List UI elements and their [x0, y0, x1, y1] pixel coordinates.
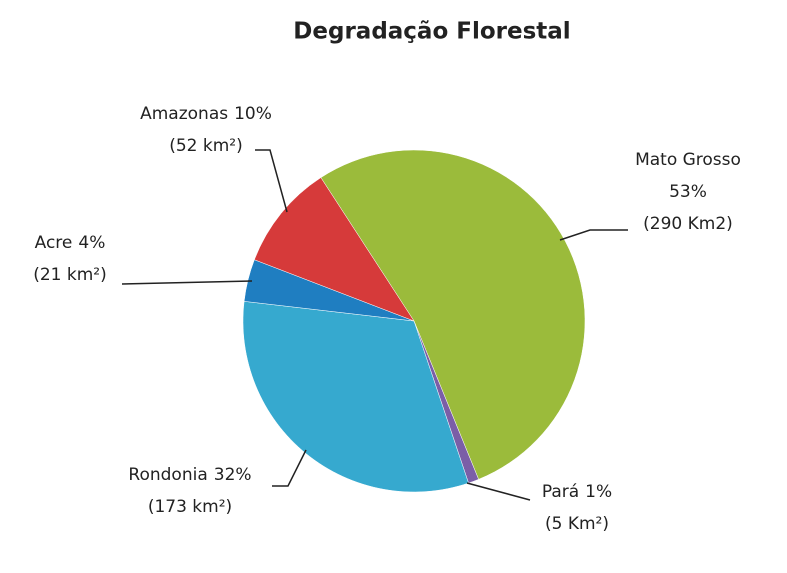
- leader-line: [121, 280, 253, 285]
- slice-label: (21 km²): [33, 265, 107, 285]
- label-text: Mato Grosso: [635, 150, 741, 170]
- label-text: Amazonas: [140, 104, 228, 124]
- value-label: 1%: [585, 482, 612, 502]
- pie-slice: [320, 149, 586, 480]
- label-text: (5 Km²): [545, 514, 609, 534]
- label-text: (52 km²): [169, 136, 243, 156]
- leader-line: [272, 449, 307, 487]
- slice-label: Mato Grosso: [635, 150, 741, 170]
- label-text: Acre: [35, 233, 73, 253]
- label-text: (21 km²): [33, 265, 107, 285]
- slice-label: Amazonas 10%: [140, 104, 272, 124]
- label-text: (173 km²): [148, 497, 232, 517]
- slice-label: Acre 4%: [35, 233, 106, 253]
- slice-label: (5 Km²): [545, 514, 609, 534]
- leader-line: [255, 149, 288, 213]
- label-text: (290 Km2): [643, 214, 733, 234]
- slice-label: (173 km²): [148, 497, 232, 517]
- chart-title: Degradação Florestal: [293, 19, 570, 45]
- label-text: 53%: [669, 182, 707, 202]
- pie-slice: [242, 301, 469, 493]
- value-label: 4%: [78, 233, 105, 253]
- slice-label: Pará 1%: [542, 482, 612, 502]
- label-text: Rondonia: [128, 465, 207, 485]
- slice-label: 53%: [669, 182, 707, 202]
- value-label: 32%: [214, 465, 252, 485]
- leader-line: [466, 482, 531, 501]
- slice-label: Rondonia 32%: [128, 465, 251, 485]
- slice-label: (290 Km2): [643, 214, 733, 234]
- leader-line: [559, 229, 628, 241]
- slice-label: (52 km²): [169, 136, 243, 156]
- label-text: Pará: [542, 482, 579, 502]
- pie-slice: [254, 177, 415, 322]
- value-label: 10%: [234, 104, 272, 124]
